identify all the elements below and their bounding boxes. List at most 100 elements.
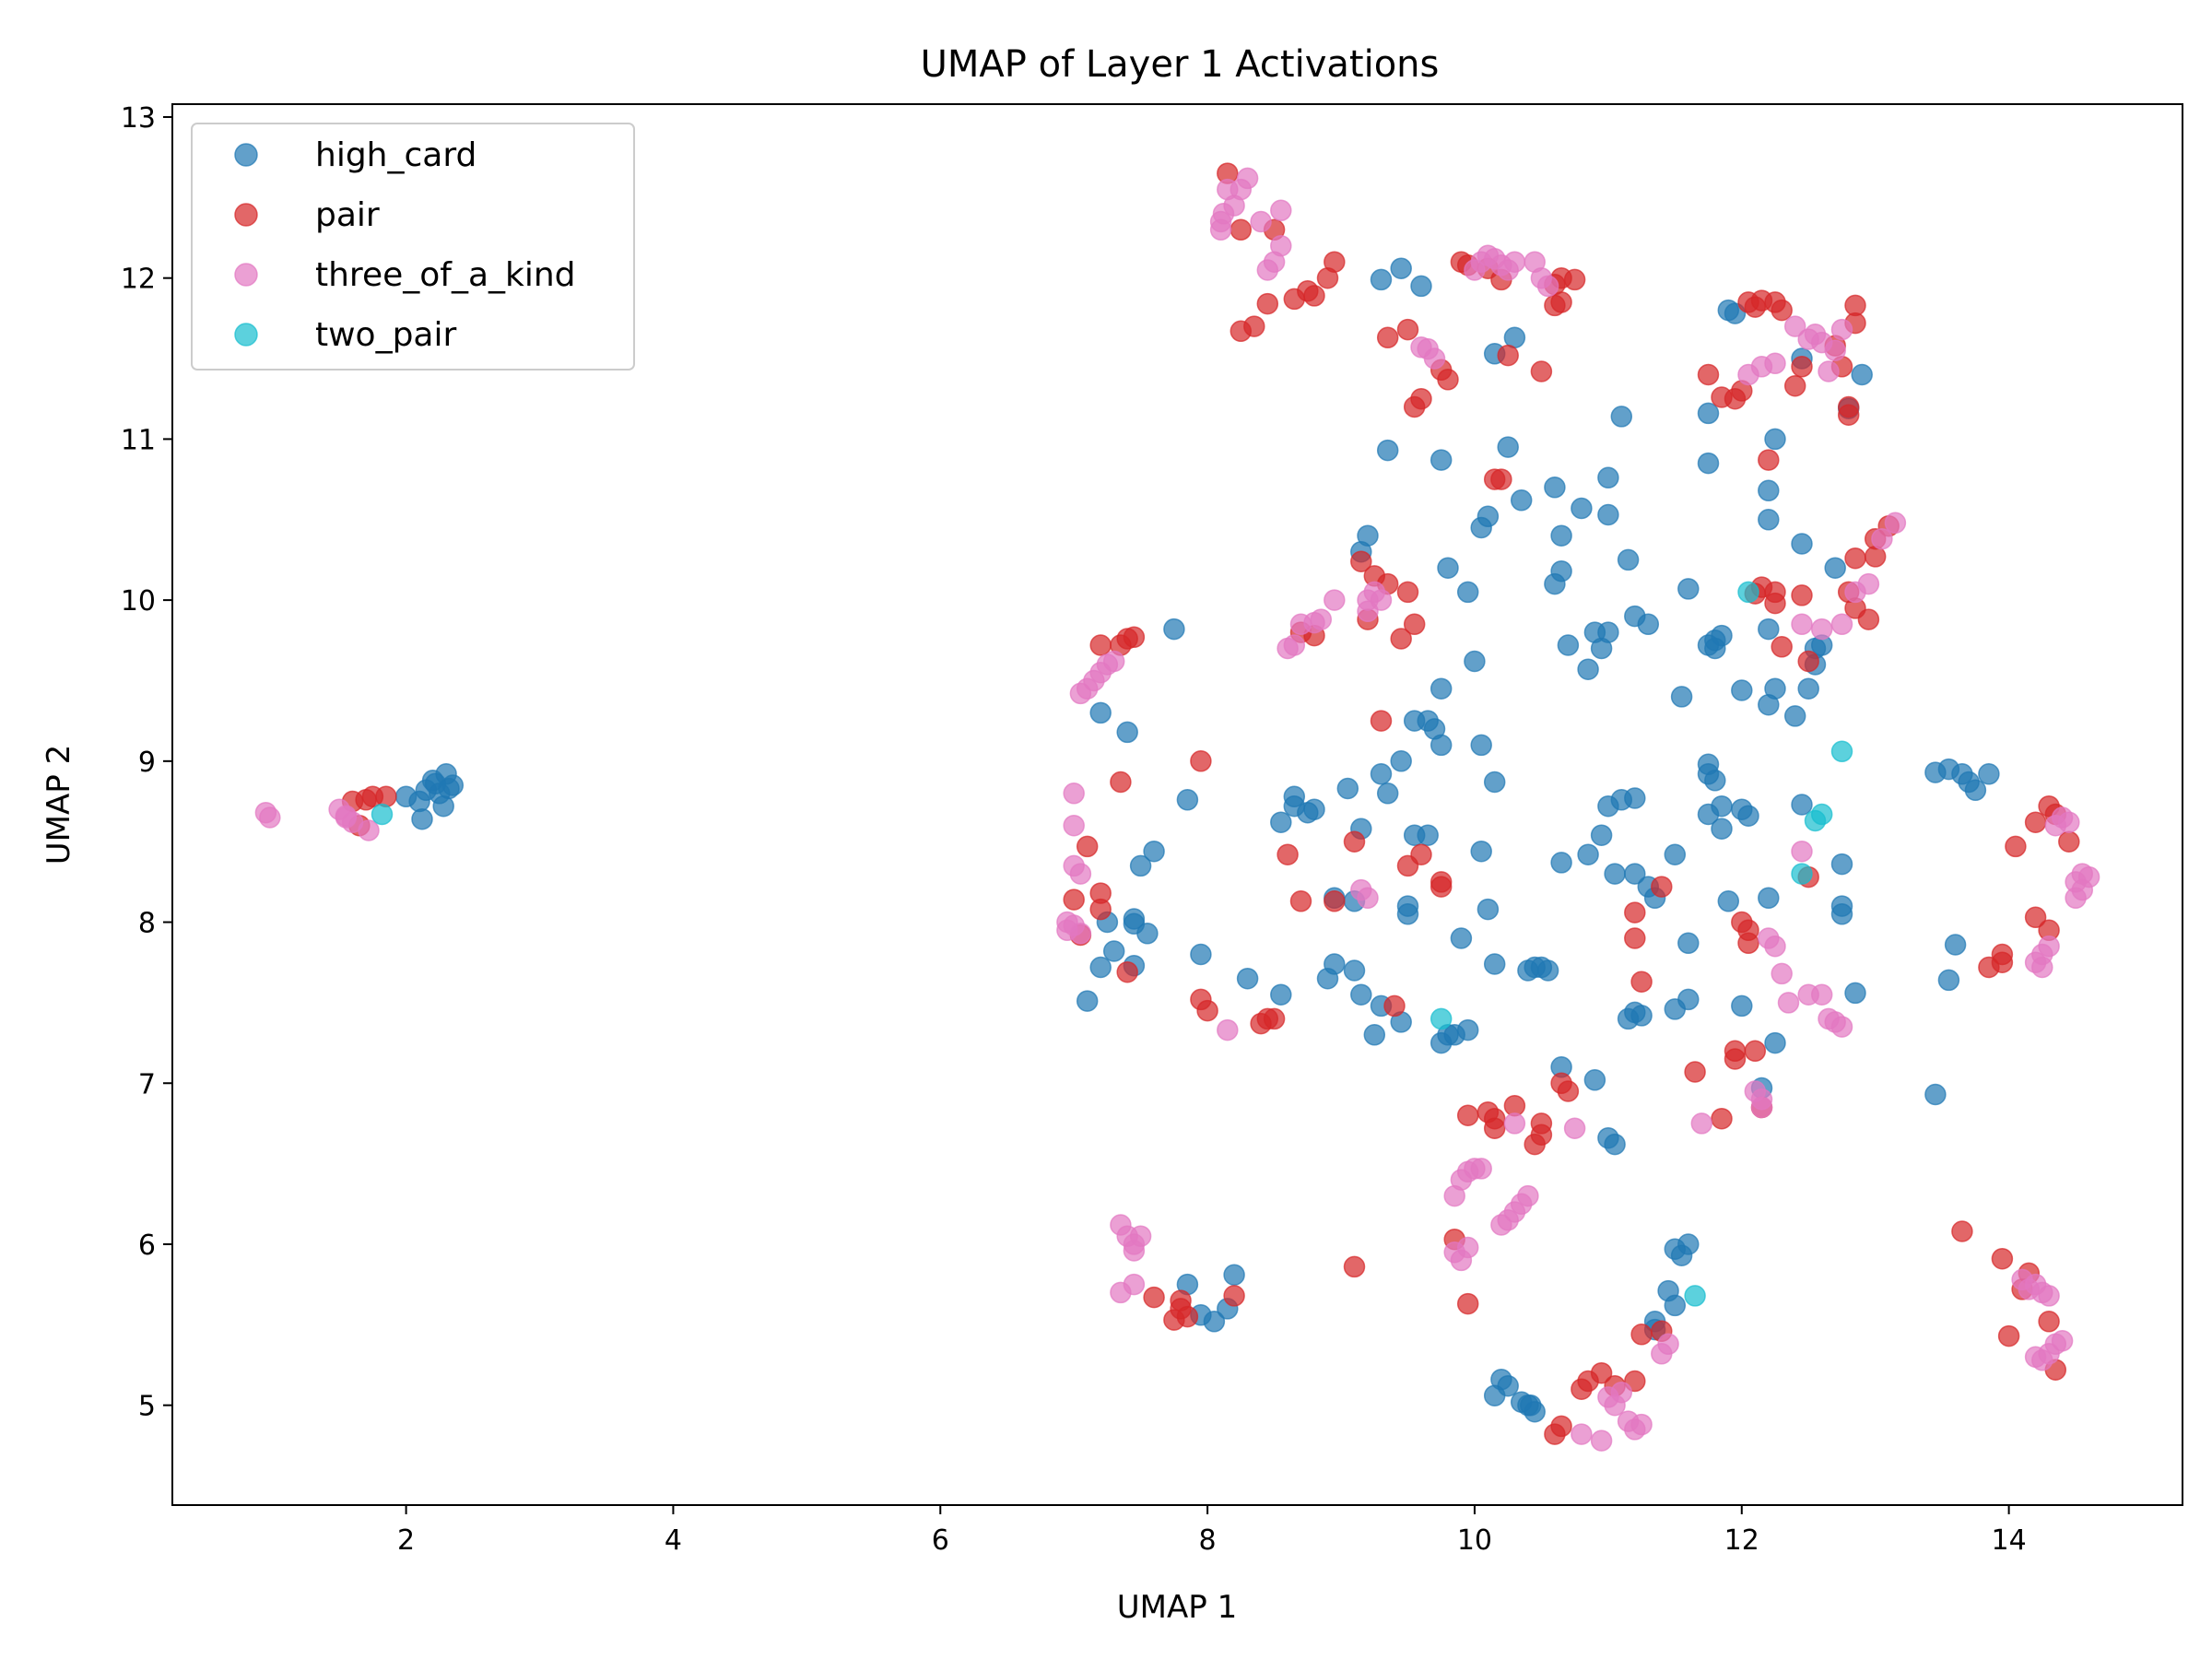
point-high_card-130 — [1711, 794, 1733, 818]
point-high_card-164 — [1830, 853, 1853, 876]
point-two_pair-2 — [1684, 1285, 1706, 1307]
point-high_card-12 — [1390, 257, 1412, 279]
point-three_of_a_kind-55 — [1069, 923, 1092, 945]
x-tick-label: 6 — [932, 1524, 949, 1557]
point-pair-86 — [1711, 1107, 1733, 1130]
point-high_card-93 — [1363, 1024, 1386, 1046]
y-axis-ticks: 5 6 7 8 9 10 11 12 13 — [121, 102, 172, 1423]
point-three_of_a_kind-81 — [1777, 992, 1800, 1014]
point-three_of_a_kind-83 — [1810, 983, 1833, 1006]
point-high_card-134 — [1758, 887, 1780, 910]
point-three_of_a_kind-36 — [1310, 608, 1333, 630]
point-pair-17 — [1396, 318, 1419, 341]
point-three_of_a_kind-79 — [1764, 935, 1786, 958]
point-high_card-175 — [1944, 934, 1967, 956]
point-pair-21 — [1437, 369, 1459, 391]
point-high_card-143 — [1758, 618, 1780, 641]
point-three_of_a_kind-104 — [1783, 315, 1806, 337]
point-high_card-24 — [1597, 466, 1619, 489]
point-high_card-42 — [1677, 578, 1700, 600]
data-points — [254, 162, 2100, 1452]
point-pair-38 — [1396, 581, 1419, 604]
legend-marker-three_of_a_kind — [234, 263, 258, 287]
point-pair-150 — [1343, 1255, 1366, 1278]
point-three_of_a_kind-126 — [2051, 1330, 2074, 1352]
point-three_of_a_kind-17 — [1270, 199, 1292, 222]
point-three_of_a_kind-57 — [1357, 887, 1379, 910]
point-high_card-68 — [1336, 777, 1359, 800]
point-two_pair-0 — [371, 803, 394, 826]
point-high_card-50 — [1143, 840, 1165, 863]
point-high_card-49 — [1129, 854, 1152, 877]
point-three_of_a_kind-90 — [1830, 613, 1853, 636]
legend-frame — [191, 123, 635, 371]
point-high_card-145 — [1764, 677, 1786, 700]
y-tick-label: 10 — [121, 585, 156, 618]
point-three_of_a_kind-86 — [1830, 1016, 1853, 1038]
point-high_card-154 — [1697, 402, 1720, 425]
point-three_of_a_kind-92 — [1857, 572, 1880, 595]
point-three_of_a_kind-58 — [1217, 1018, 1239, 1041]
point-high_card-28 — [1617, 548, 1640, 571]
point-high_card-46 — [1163, 618, 1185, 641]
point-two_pair-3 — [1737, 581, 1759, 604]
point-pair-80 — [1557, 1080, 1580, 1102]
point-three_of_a_kind-72 — [1503, 1112, 1526, 1135]
legend-marker-high_card — [234, 143, 258, 167]
point-high_card-173 — [1978, 763, 2000, 785]
y-tick-label: 6 — [138, 1230, 156, 1262]
point-three_of_a_kind-16 — [1270, 234, 1292, 257]
point-three_of_a_kind-18 — [1209, 210, 1232, 233]
point-pair-118 — [1758, 449, 1780, 471]
point-high_card-129 — [1711, 818, 1733, 840]
x-tick-label: 12 — [1724, 1524, 1759, 1557]
point-high_card-44 — [1464, 650, 1486, 673]
legend-label-three_of_a_kind: three_of_a_kind — [315, 256, 576, 294]
point-pair-140 — [2058, 830, 2080, 853]
point-pair-160 — [1630, 1324, 1653, 1346]
point-high_card-79 — [1417, 824, 1439, 846]
point-pair-85 — [1684, 1061, 1706, 1083]
point-three_of_a_kind-13 — [1250, 210, 1272, 233]
point-pair-88 — [1724, 1040, 1747, 1063]
point-high_card-26 — [1610, 406, 1633, 428]
y-tick-label: 8 — [138, 908, 156, 940]
point-pair-71 — [1456, 1104, 1479, 1126]
x-axis-label: UMAP 1 — [1117, 1589, 1237, 1626]
point-pair-70 — [1383, 994, 1406, 1018]
point-three_of_a_kind-5 — [358, 819, 380, 841]
point-pair-51 — [1076, 835, 1099, 858]
point-pair-126 — [1844, 294, 1866, 317]
point-high_card-105 — [1583, 1069, 1606, 1091]
point-pair-117 — [1771, 299, 1793, 322]
point-pair-35 — [1350, 550, 1372, 572]
point-three_of_a_kind-6 — [335, 805, 358, 827]
point-pair-144 — [1143, 1286, 1165, 1309]
point-high_card-110 — [1590, 824, 1613, 846]
point-three_of_a_kind-107 — [2038, 935, 2060, 958]
point-high_card-65 — [1283, 785, 1306, 808]
point-three_of_a_kind-1 — [259, 806, 281, 829]
point-high_card-87 — [1450, 927, 1473, 949]
point-pair-26 — [1497, 344, 1519, 367]
point-pair-49 — [1110, 771, 1132, 794]
point-three_of_a_kind-49 — [1063, 814, 1085, 837]
point-high_card-158 — [1764, 428, 1786, 451]
point-high_card-155 — [1697, 452, 1720, 475]
point-three_of_a_kind-73 — [1563, 1117, 1586, 1139]
point-three_of_a_kind-80 — [1771, 962, 1793, 985]
point-three_of_a_kind-140 — [1630, 1413, 1653, 1436]
point-pair-41 — [1403, 613, 1426, 636]
point-three_of_a_kind-143 — [1571, 1423, 1593, 1445]
point-pair-67 — [1410, 843, 1432, 865]
point-pair-40 — [1390, 628, 1412, 650]
point-three_of_a_kind-100 — [1824, 339, 1846, 362]
point-high_card-179 — [1203, 1311, 1226, 1333]
plot-frame — [171, 103, 2183, 1506]
point-high_card-108 — [1550, 852, 1572, 874]
point-three_of_a_kind-93 — [1871, 527, 1893, 550]
point-three_of_a_kind-66 — [1456, 1236, 1479, 1259]
point-high_card-136 — [1764, 1031, 1786, 1054]
point-three_of_a_kind-102 — [1818, 360, 1840, 382]
point-pair-69 — [1430, 871, 1453, 893]
